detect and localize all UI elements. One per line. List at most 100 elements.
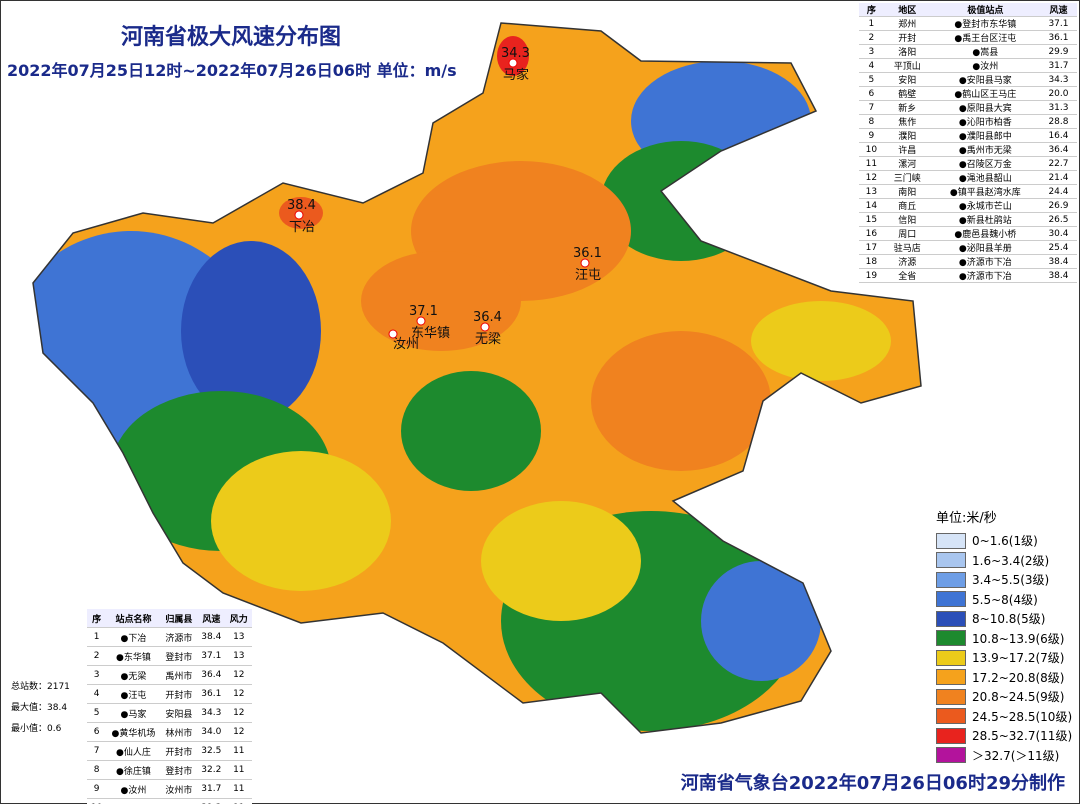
cell: ●永城市芒山 [930,198,1040,213]
cell: 11 [225,798,252,804]
legend-label: 8~10.8(5级) [972,612,1046,627]
cell: 15 [859,212,884,227]
row: 13 南阳 ●镇平县赵湾水库 24.4 [859,184,1077,199]
cell: 济源 [883,254,931,269]
cell: 28.8 [1039,114,1077,129]
cell: 16.4 [1039,128,1077,143]
cell: 34.3 [197,703,226,723]
cell: 三门峡 [883,170,931,185]
cell: 36.4 [1039,142,1077,157]
cell: 20.0 [1039,86,1077,101]
legend-label: 0~1.6(1级) [972,534,1038,549]
cell: ●濮阳县郎中 [930,128,1040,143]
cell: 开封市 [160,741,198,761]
cell: 8 [859,114,884,129]
header-cell: 地区 [883,3,931,17]
legend-swatch [936,669,966,686]
cell: 开封市 [160,684,198,704]
legend-item: 24.5~28.5(10级) [936,707,1072,727]
row: 7 ●仙人庄 开封市 32.5 11 [87,741,252,761]
legend-item: 8~10.8(5级) [936,609,1072,629]
cell: 禹州市 [160,798,198,804]
cell: ●汪屯 [106,684,161,704]
cell: 登封市 [160,646,198,666]
cell: 漯河 [883,156,931,171]
row: 12 三门峡 ●渑池县韶山 21.4 [859,170,1077,185]
cell: 37.1 [1039,16,1077,31]
header-cell: 站点名称 [106,609,161,628]
cell: 11 [225,741,252,761]
cell: 登封市 [160,760,198,780]
header-cell: 风速 [197,609,226,628]
legend-swatch [936,708,966,725]
cell: 17 [859,240,884,255]
legend-swatch [936,630,966,647]
row: 4 平顶山 ●汝州 31.7 [859,58,1077,73]
peak-marker [416,316,426,326]
peak-name: 无梁 [475,332,501,347]
cell: 焦作 [883,114,931,129]
header-cell: 归属县 [160,609,198,628]
peak-value: 36.1 [573,246,602,261]
stat: 最大值：38.4 [11,703,68,713]
cell: 济源市 [160,627,198,647]
legend-item: 0~1.6(1级) [936,531,1072,551]
cell: 24.4 [1039,184,1077,199]
cell: 鹤壁 [883,86,931,101]
cell: 13 [859,184,884,199]
legend-item: 28.5~32.7(11级) [936,726,1072,746]
peak-marker [480,322,490,332]
row: 16 周口 ●鹿邑县魏小桥 30.4 [859,226,1077,241]
legend-item: 10.8~13.9(6级) [936,629,1072,649]
cell: 周口 [883,226,931,241]
legend-label: 1.6~3.4(2级) [972,553,1050,568]
cell: ●仙人庄 [106,741,161,761]
row: 5 安阳 ●安阳县马家 34.3 [859,72,1077,87]
cell: 洛阳 [883,44,931,59]
legend-label: 28.5~32.7(11级) [972,729,1073,744]
row: 9 濮阳 ●濮阳县郎中 16.4 [859,128,1077,143]
row: 18 济源 ●济源市下冶 38.4 [859,254,1077,269]
title: 河南省极大风速分布图 [121,25,342,50]
row: 8 焦作 ●沁阳市柏香 28.8 [859,114,1077,129]
header-cell: 序 [87,609,107,628]
legend-swatch [936,610,966,627]
cell: 14 [859,198,884,213]
row: 10●袁庄禹州市31.311 [87,798,252,804]
cell: 34.0 [197,722,226,742]
cell: 汝州市 [160,779,198,799]
cell: 31.7 [1039,58,1077,73]
cell: 禹州市 [160,665,198,685]
cell: 37.1 [197,646,226,666]
peak-marker [508,58,518,68]
cell: 3 [859,44,884,59]
cell: 8 [87,760,107,780]
cell: ●禹州市无梁 [930,142,1040,157]
cell: 12 [225,684,252,704]
peak-value: 34.3 [501,46,530,61]
cell: 11 [225,760,252,780]
cell: 新乡 [883,100,931,115]
cell: 安阳 [883,72,931,87]
row: 1 ●下冶 济源市 38.4 13 [87,627,252,647]
cell: 10 [87,798,107,804]
cell: 36.1 [1039,30,1077,45]
cell: 31.3 [197,798,226,804]
legend-swatch [936,552,966,569]
legend-swatch [936,727,966,744]
cell: ●沁阳市柏香 [930,114,1040,129]
row: 2 ●东华镇 登封市 37.1 13 [87,646,252,666]
footer: 河南省气象台2022年07月26日06时29分制作 [680,773,1065,794]
cell: 6 [87,722,107,742]
row: 11 漯河 ●召陵区万金 22.7 [859,156,1077,171]
cell: 12 [859,170,884,185]
cell: 商丘 [883,198,931,213]
peak-name: 马家 [503,67,529,83]
cell: ●黄华机场 [106,722,161,742]
cell: 12 [225,665,252,685]
legend-title: 单位:米/秒 [936,511,997,526]
cell: 38.4 [1039,254,1077,269]
legend-item: 17.2~20.8(8级) [936,668,1072,688]
cell: 12 [225,703,252,723]
